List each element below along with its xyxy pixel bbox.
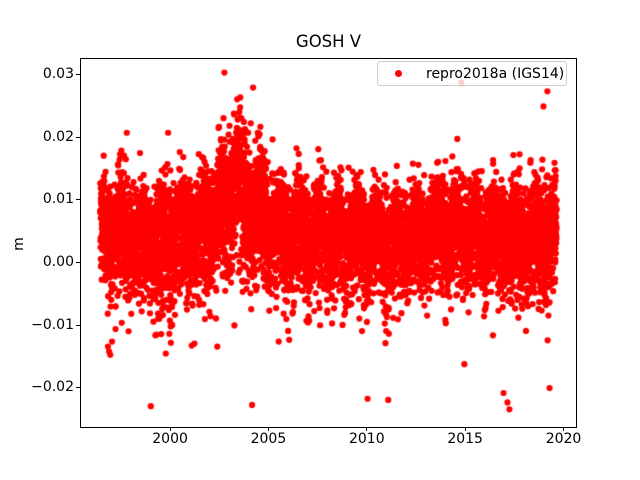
x-tick-label: 2005	[250, 431, 287, 447]
legend-marker-dot	[395, 70, 402, 77]
y-tick-label: 0.03	[42, 65, 74, 82]
y-tick	[76, 199, 80, 201]
x-tick	[464, 427, 466, 431]
y-tick	[76, 136, 80, 138]
y-tick-label: −0.01	[31, 316, 74, 333]
x-tick	[563, 427, 565, 431]
y-tick	[76, 387, 80, 389]
y-tick-label: 0.02	[42, 128, 74, 145]
x-tick	[169, 427, 171, 431]
legend-label: repro2018a (IGS14)	[426, 65, 565, 82]
x-tick-label: 2010	[348, 431, 385, 447]
y-tick	[76, 324, 80, 326]
legend: repro2018a (IGS14)	[377, 61, 567, 86]
x-tick-label: 2000	[152, 431, 188, 447]
y-tick-label: 0.00	[42, 254, 74, 271]
y-tick-label: −0.02	[31, 379, 74, 396]
y-tick	[76, 73, 80, 75]
y-tick	[76, 262, 80, 264]
x-tick	[366, 427, 368, 431]
chart-title: GOSH V	[295, 32, 362, 51]
x-tick	[267, 427, 269, 431]
x-tick-label: 2015	[447, 431, 483, 447]
y-tick-label: 0.01	[42, 191, 74, 208]
x-tick-label: 2020	[545, 431, 582, 447]
